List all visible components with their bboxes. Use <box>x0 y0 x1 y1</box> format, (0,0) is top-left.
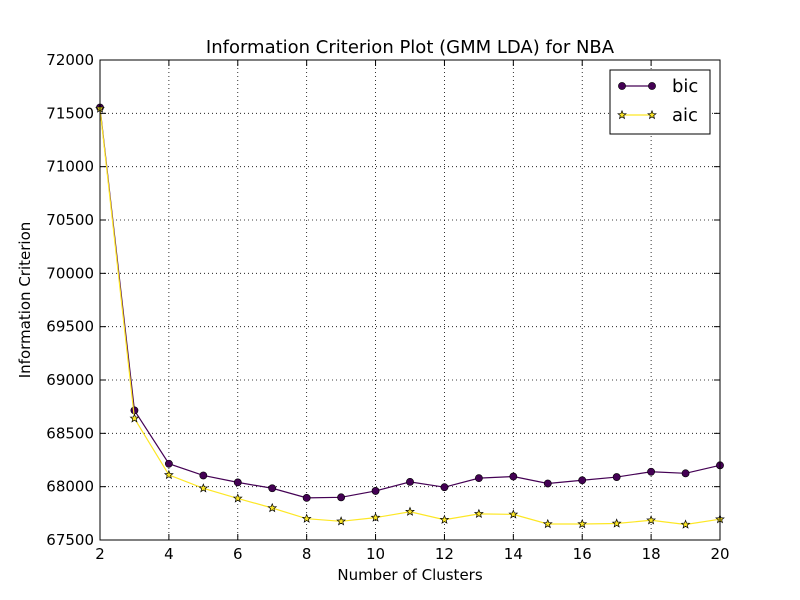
y-tick-label: 69000 <box>46 371 94 389</box>
bic-point <box>199 471 208 480</box>
y-tick-label: 72000 <box>46 51 94 69</box>
series-bic <box>96 103 724 502</box>
legend-label-aic: aic <box>672 105 698 126</box>
x-tick-label: 10 <box>366 545 385 563</box>
aic-point <box>508 509 519 519</box>
y-axis-label: Information Criterion <box>16 222 34 379</box>
bic-point <box>509 472 518 481</box>
aic-point <box>646 515 657 525</box>
y-tick-label: 70500 <box>46 211 94 229</box>
aic-point <box>473 508 484 519</box>
y-tick-label: 71000 <box>46 158 94 176</box>
legend: bic aic <box>609 69 711 135</box>
y-tick-label: 70000 <box>46 264 94 282</box>
legend-marker-bic <box>648 82 656 90</box>
bic-point <box>647 467 656 476</box>
bic-point <box>578 476 587 485</box>
legend-label-bic: bic <box>672 76 698 97</box>
y-tick-label: 71500 <box>46 104 94 122</box>
bic-point <box>543 479 552 488</box>
aic-point <box>577 518 588 529</box>
aic-point <box>370 512 381 522</box>
aic-point <box>680 519 691 529</box>
bic-point <box>130 406 139 415</box>
plot-frame <box>99 59 721 541</box>
bic-point <box>440 483 449 492</box>
x-tick-label: 8 <box>302 545 312 563</box>
x-tick-label: 6 <box>233 545 243 563</box>
x-tick-label: 4 <box>164 545 174 563</box>
aic-point <box>267 502 278 513</box>
x-axis-label: Number of Clusters <box>337 566 482 584</box>
x-tick-label: 14 <box>504 545 523 563</box>
aic-point <box>439 514 450 524</box>
bic-point <box>233 478 242 487</box>
series-aic <box>95 103 725 529</box>
legend-marker-aic <box>647 109 657 120</box>
x-tick-label: 2 <box>95 545 105 563</box>
aic-point <box>542 518 553 529</box>
bic-point <box>612 473 621 481</box>
chart-title: Information Criterion Plot (GMM LDA) for… <box>206 37 615 58</box>
y-tick-label: 67500 <box>46 531 94 549</box>
bic-point <box>164 459 173 468</box>
aic-point <box>163 469 174 480</box>
bic-point <box>302 493 311 502</box>
aic-point <box>611 518 622 528</box>
aic-point <box>198 483 209 493</box>
series-layer <box>95 103 725 529</box>
bic-point <box>268 484 277 493</box>
aic-point <box>336 516 347 526</box>
bic-point <box>337 493 346 502</box>
bic-point <box>681 469 690 478</box>
x-tick-label: 18 <box>642 545 661 563</box>
aic-point <box>129 413 140 423</box>
legend-marker-bic <box>618 82 626 90</box>
legend-marker-aic <box>617 109 627 120</box>
legend-box <box>609 69 711 135</box>
bic-point <box>406 477 414 486</box>
x-tick-label: 12 <box>435 545 454 563</box>
x-tick-label: 16 <box>573 545 592 563</box>
bic-point <box>371 487 380 495</box>
aic-point <box>232 493 243 503</box>
ticks: 2 4 6 8 10 12 14 16 18 20 67500 68000 68500 69000 6950… <box>46 51 729 563</box>
y-tick-label: 68500 <box>46 424 94 442</box>
y-tick-label: 69500 <box>46 318 94 336</box>
bic-point <box>474 474 483 483</box>
aic-point <box>301 513 312 523</box>
aic-point <box>405 506 415 516</box>
x-tick-label: 20 <box>710 545 729 563</box>
y-tick-label: 68000 <box>46 478 94 496</box>
